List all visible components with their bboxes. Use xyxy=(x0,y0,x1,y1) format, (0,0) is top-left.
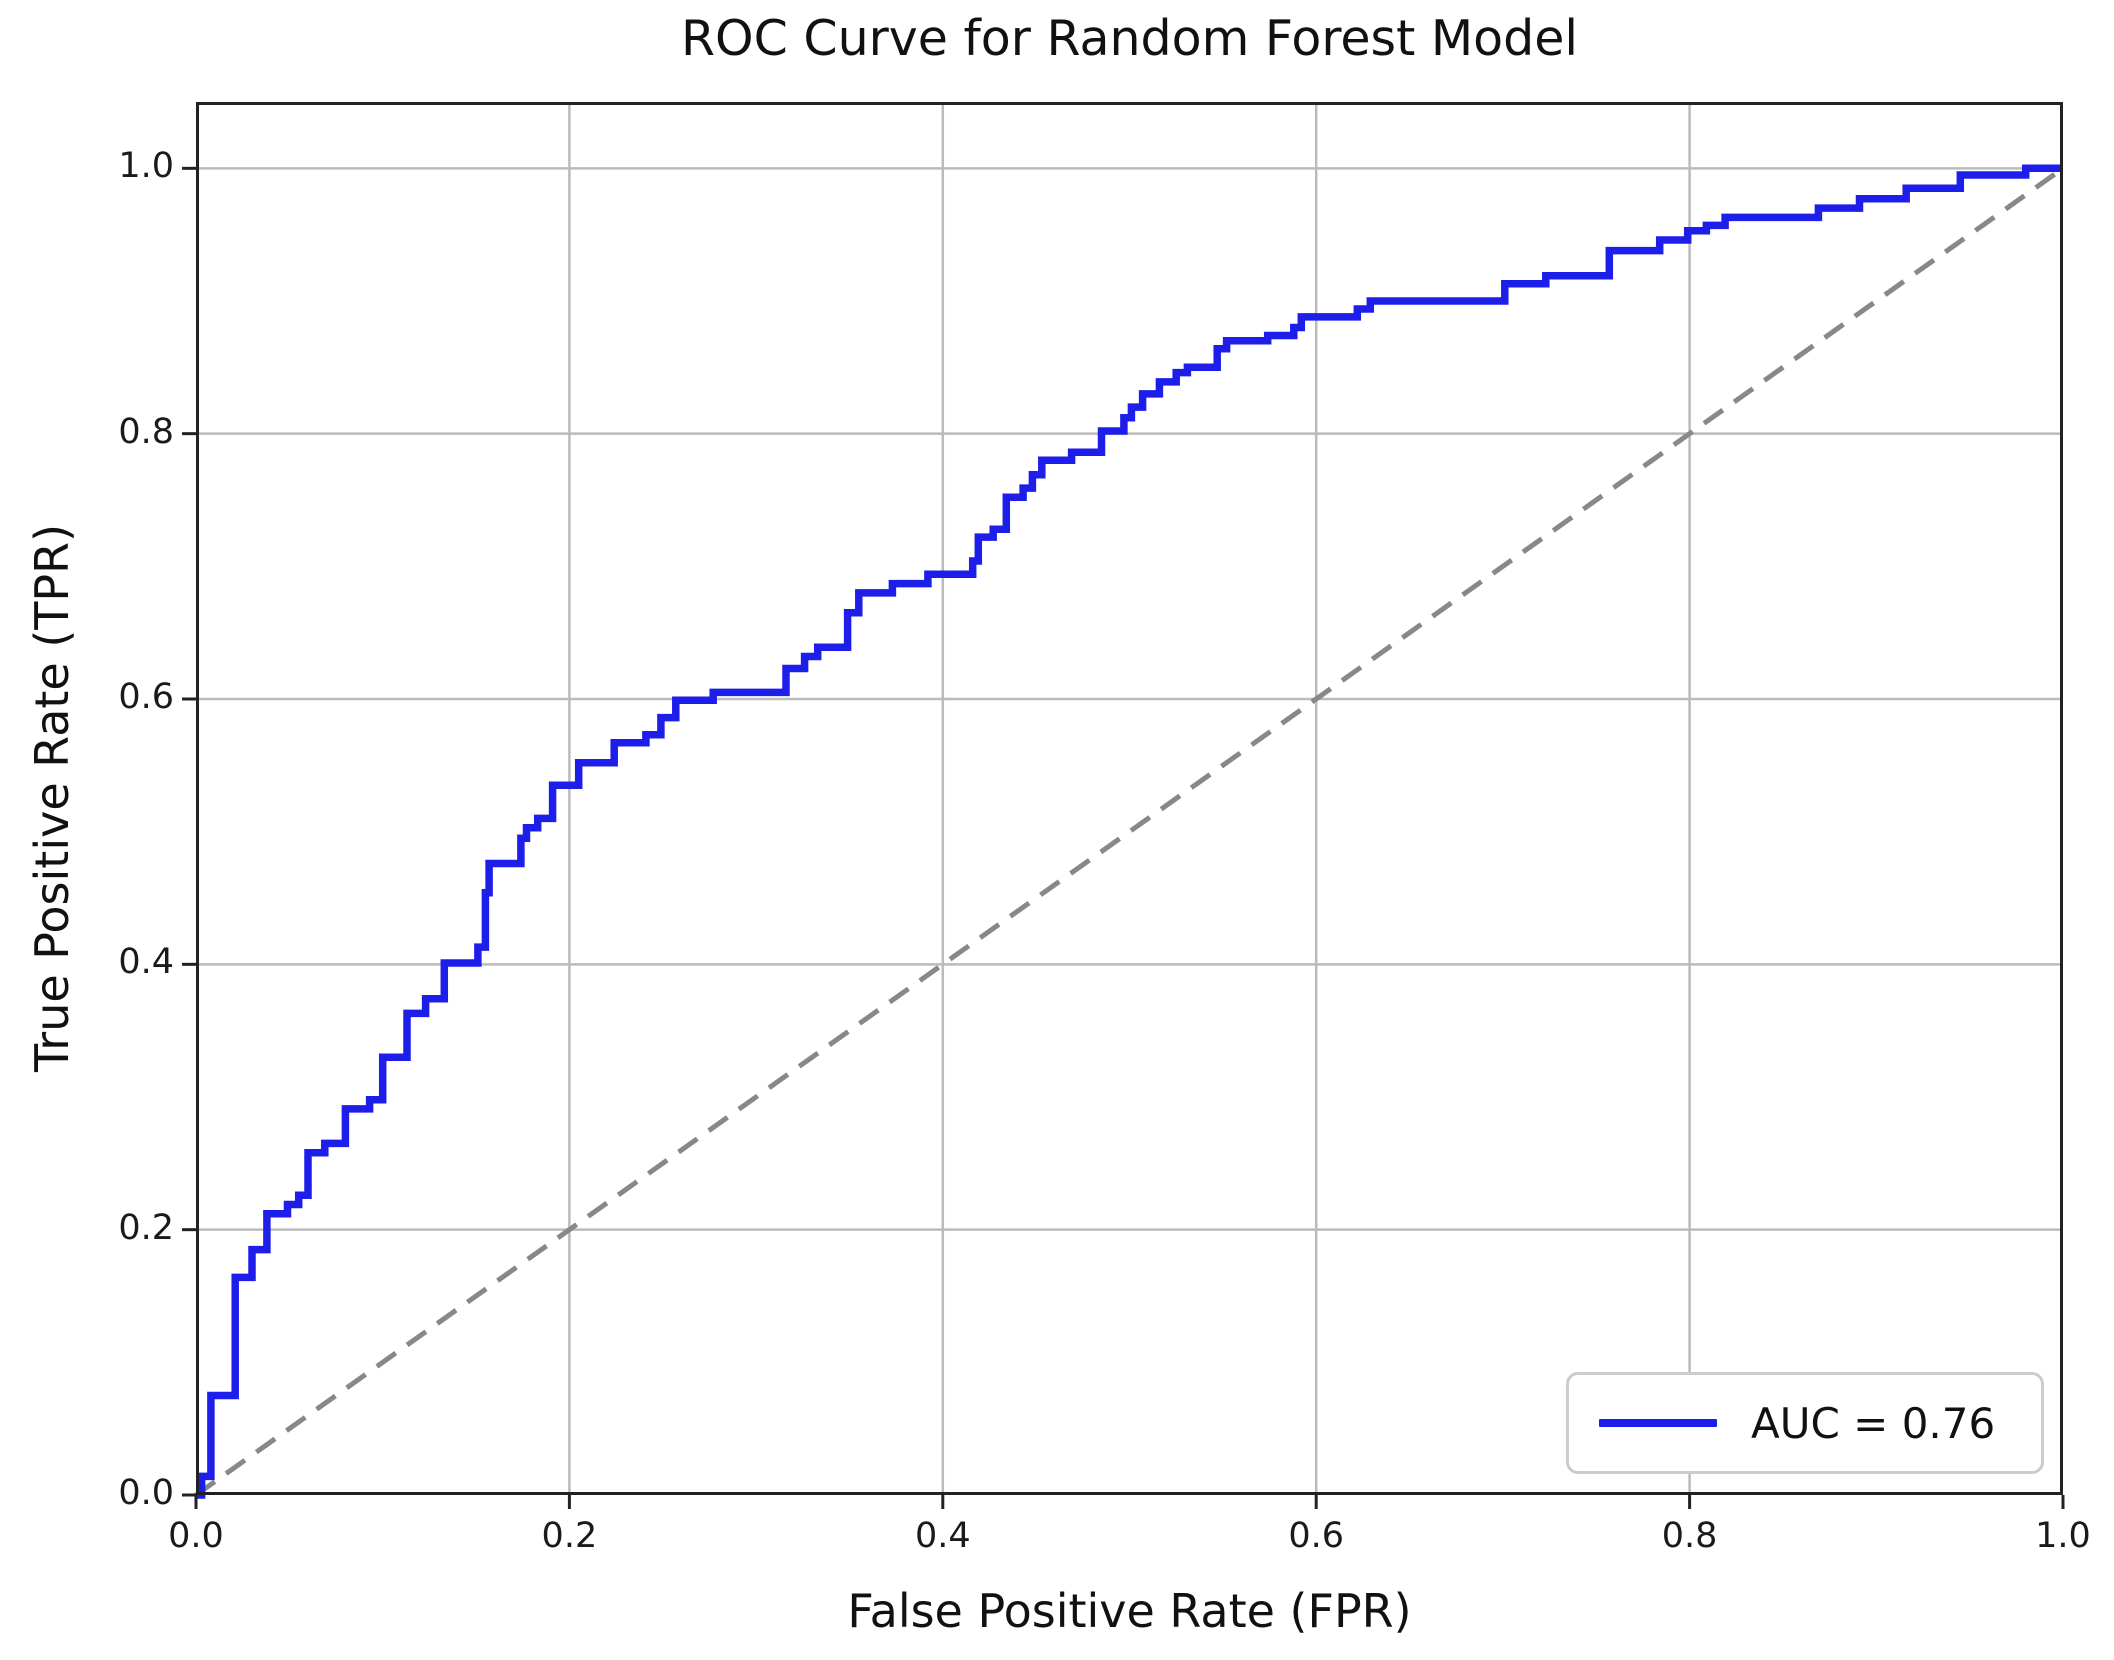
x-tick-label: 0.6 xyxy=(1288,1516,1345,1556)
roc-curve xyxy=(196,164,2063,1499)
legend: AUC = 0.76 xyxy=(1566,1372,2044,1474)
y-tick-label: 0.6 xyxy=(118,677,174,717)
plot-area xyxy=(182,102,2065,1509)
y-tick-label: 1.0 xyxy=(118,146,174,187)
x-axis-label: False Positive Rate (FPR) xyxy=(847,1584,1412,1638)
y-tick-label: 0.4 xyxy=(118,942,174,983)
chance-diagonal xyxy=(194,166,2065,1498)
legend-roc-line-sample xyxy=(1599,1419,1717,1427)
x-tick-label: 0.4 xyxy=(914,1516,971,1556)
y-tick-label: 0.2 xyxy=(118,1207,174,1248)
y-tick-label: 0.0 xyxy=(118,1473,174,1513)
chart-title: ROC Curve for Random Forest Model xyxy=(680,10,1578,67)
legend-auc-label: AUC = 0.76 xyxy=(1751,1398,1996,1448)
x-tick-label: 0.8 xyxy=(1661,1516,1718,1556)
x-tick-label: 0.2 xyxy=(541,1516,598,1556)
y-tick-label: 0.8 xyxy=(118,411,174,452)
axes-spines xyxy=(196,102,2063,1495)
x-tick-label: 1.0 xyxy=(2035,1516,2091,1556)
x-tick-label: 0.0 xyxy=(168,1516,224,1556)
y-axis-label: True Positive Rate (TPR) xyxy=(25,523,79,1073)
